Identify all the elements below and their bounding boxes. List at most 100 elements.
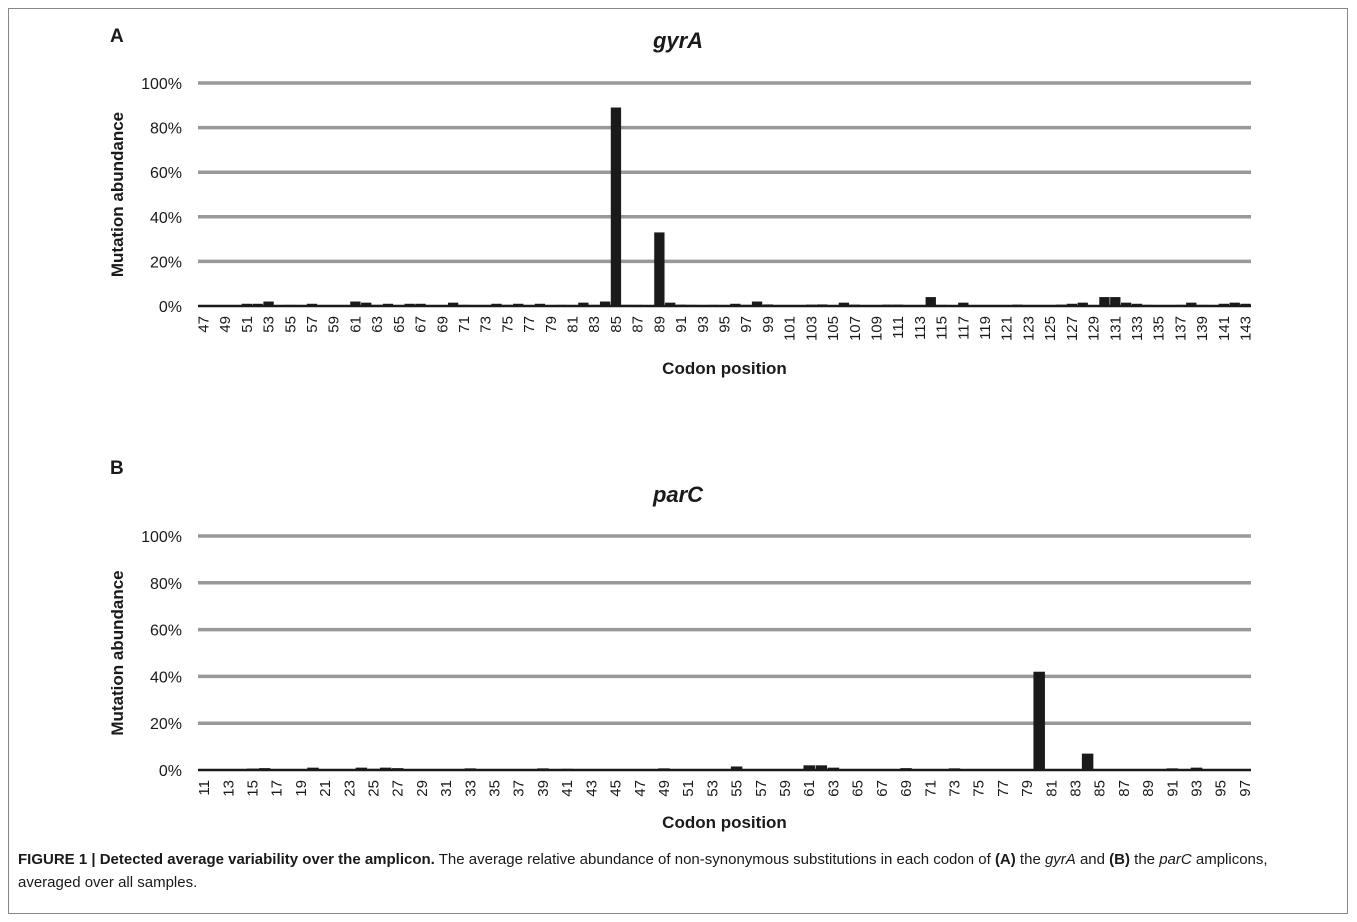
caption-ref-a: (A)	[994, 851, 1016, 868]
caption-gene-parc: parC	[1159, 851, 1192, 868]
x-tick-label: 71	[922, 780, 939, 797]
x-tick-label: 97	[1237, 780, 1254, 797]
bar	[1186, 302, 1197, 306]
bar	[958, 302, 969, 306]
x-tick-label: 61	[801, 780, 818, 797]
x-tick-label: 79	[1019, 780, 1036, 797]
caption-figure-label: FIGURE 1 | Detected average variability …	[18, 851, 435, 868]
bar	[730, 766, 743, 770]
y-tick-label: 20%	[150, 716, 182, 733]
x-tick-label: 91	[1164, 780, 1181, 797]
x-axis-title: Codon position	[662, 359, 787, 378]
x-tick-label: 73	[946, 780, 963, 797]
x-tick-label: 47	[632, 780, 649, 797]
x-tick-label: 141	[1216, 316, 1233, 341]
bar	[1229, 302, 1240, 306]
x-tick-label: 121	[999, 316, 1016, 341]
x-tick-label: 67	[874, 780, 891, 797]
bar	[838, 302, 850, 306]
x-tick-label: 99	[760, 316, 777, 333]
x-tick-label: 77	[995, 780, 1012, 797]
x-tick-label: 105	[825, 316, 842, 341]
y-tick-label: 80%	[150, 576, 182, 593]
y-tick-label: 40%	[150, 210, 182, 227]
chart-a: 0% 20% 40% 60% 80% 100% 47 49 51 53 55 57 59 61 63 65 67…	[108, 76, 1255, 378]
x-tick-label: 87	[630, 316, 647, 333]
y-axis-title: Mutation abundance	[108, 570, 127, 735]
x-tick-label: 19	[293, 780, 310, 797]
panel-title-a: gyrA	[652, 28, 704, 53]
x-tick-label: 39	[535, 780, 552, 797]
y-axis-title: Mutation abundance	[108, 112, 127, 277]
x-tick-label: 57	[753, 780, 770, 797]
x-tick-label: 91	[673, 316, 690, 333]
y-tick-label: 0%	[159, 763, 182, 780]
bar	[1077, 302, 1088, 306]
bar	[1121, 302, 1132, 306]
caption-text: the	[1130, 851, 1160, 868]
panel-label-b: B	[110, 458, 124, 479]
x-tick-label: 21	[317, 780, 334, 797]
x-tick-label: 135	[1151, 316, 1168, 341]
y-tick-label: 60%	[150, 165, 182, 182]
bar	[447, 302, 459, 306]
x-tick-label: 63	[369, 316, 386, 333]
x-tick-label: 51	[680, 780, 697, 797]
x-tick-label: 115	[934, 316, 951, 340]
x-tick-label: 133	[1129, 316, 1146, 341]
x-tick-label: 75	[971, 780, 988, 797]
x-tick-label: 45	[608, 780, 625, 797]
bar	[803, 765, 815, 770]
x-tick-label: 81	[1043, 780, 1060, 797]
bar	[925, 297, 936, 306]
x-tick-label: 65	[391, 316, 408, 333]
x-tick-label: 41	[559, 780, 576, 797]
chart-b: 0% 20% 40% 60% 80% 100% 11 13 15 17 19 21 23 25 27 29 31…	[108, 529, 1254, 832]
x-tick-label: 95	[717, 316, 734, 333]
x-tick-label: 75	[499, 316, 516, 333]
bar	[599, 301, 611, 306]
x-tick-label: 69	[898, 780, 915, 797]
x-tick-label: 65	[850, 780, 867, 797]
x-tick-label: 95	[1213, 780, 1230, 797]
y-tick-label: 0%	[159, 299, 182, 316]
x-tick-label: 101	[782, 316, 799, 341]
x-tick-label: 85	[608, 316, 625, 333]
x-tick-label: 93	[695, 316, 712, 333]
x-tick-label: 59	[777, 780, 794, 797]
x-tick-label: 23	[341, 780, 358, 797]
x-tick-label: 55	[729, 780, 746, 797]
x-tick-label: 49	[656, 780, 673, 797]
x-tick-label: 89	[1140, 780, 1157, 797]
panel-title-b: parC	[652, 482, 704, 507]
x-tick-label: 29	[414, 780, 431, 797]
x-tick-label: 85	[1092, 780, 1109, 797]
caption-ref-b: (B)	[1109, 851, 1130, 868]
x-tick-label: 117	[955, 316, 972, 340]
x-tick-label: 71	[456, 316, 473, 333]
x-tick-label: 97	[738, 316, 755, 333]
y-tick-label: 80%	[150, 121, 182, 138]
panel-label-a: A	[110, 26, 124, 47]
caption-text: and	[1075, 851, 1110, 868]
bar	[578, 302, 589, 306]
x-tick-label: 67	[413, 316, 430, 333]
x-tick-label: 69	[434, 316, 451, 333]
x-tick-label: 59	[326, 316, 343, 333]
x-tick-label: 17	[269, 780, 286, 797]
x-tick-label: 43	[583, 780, 600, 797]
x-tick-label: 15	[244, 780, 261, 797]
x-tick-label: 93	[1189, 780, 1206, 797]
x-tick-label: 73	[478, 316, 495, 333]
x-tick-label: 139	[1194, 316, 1211, 341]
x-tick-label: 61	[347, 316, 364, 333]
caption-text: the	[1015, 851, 1045, 868]
y-tick-label: 20%	[150, 254, 182, 271]
x-tick-label: 77	[521, 316, 538, 333]
x-tick-label: 11	[196, 780, 213, 796]
caption-text: The average relative abundance of non-sy…	[434, 851, 995, 868]
x-tick-label: 35	[487, 780, 504, 797]
x-tick-label: 125	[1042, 316, 1059, 341]
x-tick-label: 131	[1107, 316, 1124, 341]
x-tick-label: 107	[847, 316, 864, 341]
